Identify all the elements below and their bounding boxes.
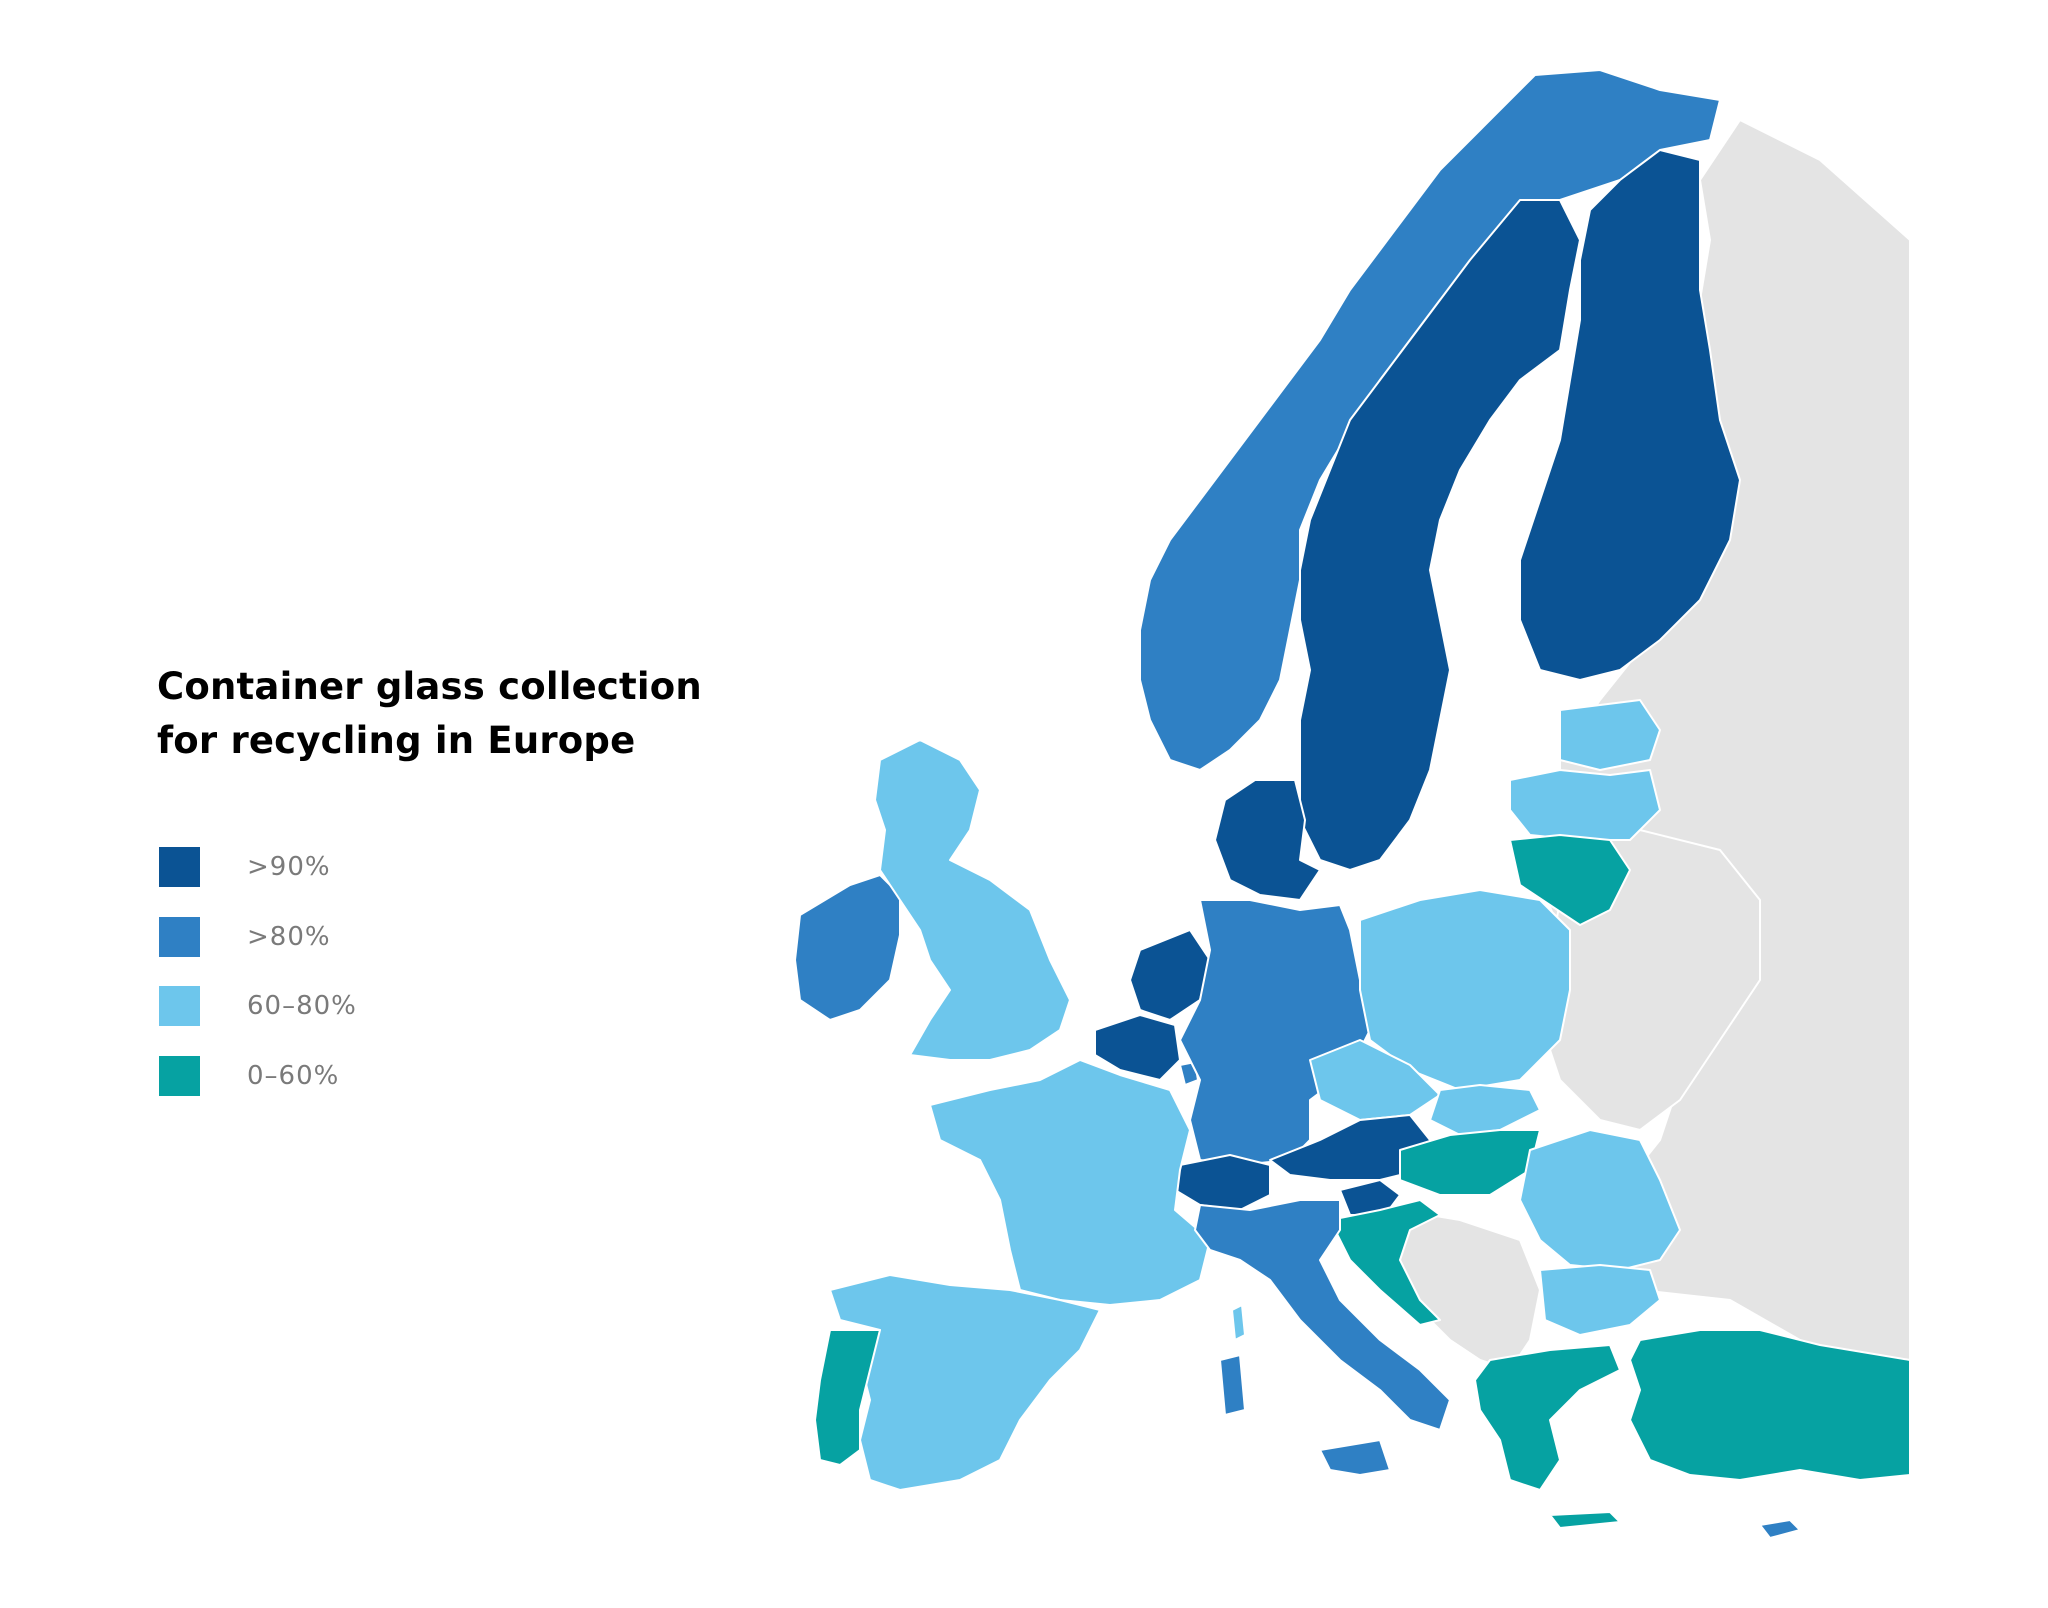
country-france-corsica (1231, 1304, 1246, 1341)
legend-swatch-0-60 (159, 1056, 200, 1096)
legend-item-0-60: 0–60% (159, 1056, 519, 1096)
country-france (929, 1059, 1211, 1306)
legend-label-gt90: >90% (247, 852, 331, 882)
country-italy-sardinia (1219, 1354, 1246, 1416)
country-greece-crete (1549, 1511, 1621, 1529)
map-title-line-2: for recycling in Europe (157, 719, 636, 762)
country-germany (1179, 899, 1371, 1166)
country-slovenia (1339, 1179, 1401, 1216)
country-belgium (1094, 1014, 1181, 1081)
country-portugal (814, 1329, 881, 1466)
country-united-kingdom (874, 739, 1071, 1061)
legend-label-0-60: 0–60% (247, 1061, 340, 1091)
legend-label-60-80: 60–80% (247, 991, 357, 1021)
legend-swatch-gt80 (159, 917, 200, 957)
country-estonia (1559, 699, 1661, 771)
country-denmark (1214, 779, 1321, 901)
country-latvia (1509, 769, 1661, 841)
country-lithuania (1509, 834, 1631, 926)
country-turkey (1629, 1329, 1911, 1481)
country-finland (1519, 149, 1741, 681)
legend-item-gt90: >90% (159, 847, 519, 887)
country-cyprus (1759, 1519, 1801, 1539)
map-title-line-1: Container glass collection (157, 665, 702, 708)
legend-swatch-gt90 (159, 847, 200, 887)
map-title: Container glass collection for recycling… (157, 660, 777, 768)
country-bulgaria (1539, 1264, 1661, 1336)
country-spain (829, 1274, 1101, 1491)
country-sweden (1299, 199, 1581, 871)
legend-item-gt80: >80% (159, 917, 519, 957)
country-romania (1519, 1129, 1681, 1271)
legend-label-gt80: >80% (247, 922, 331, 952)
country-greece (1474, 1344, 1621, 1491)
country-switzerland (1174, 1154, 1271, 1211)
country-italy (1194, 1199, 1451, 1431)
country-croatia (1329, 1199, 1441, 1326)
legend-swatch-60-80 (159, 986, 200, 1026)
country-ireland (794, 874, 901, 1021)
country-slovakia (1429, 1084, 1541, 1136)
country-poland (1359, 889, 1571, 1091)
country-norway (1139, 69, 1721, 771)
country-netherlands (1129, 929, 1211, 1021)
country-czechia (1309, 1039, 1441, 1121)
country-italy-sicily (1319, 1439, 1391, 1476)
legend-item-60-80: 60–80% (159, 986, 519, 1026)
